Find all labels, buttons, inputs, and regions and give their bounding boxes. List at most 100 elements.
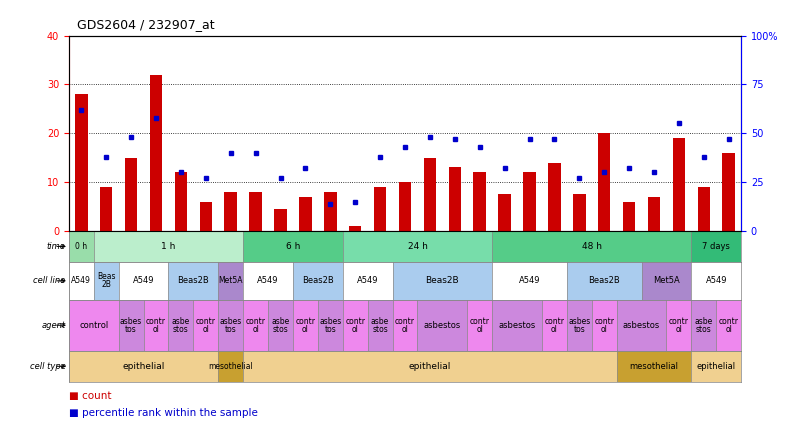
Bar bbox=[168, 300, 194, 351]
Text: asbes
tos: asbes tos bbox=[319, 317, 342, 334]
Text: contr
ol: contr ol bbox=[146, 317, 166, 334]
Text: contr
ol: contr ol bbox=[544, 317, 565, 334]
Bar bbox=[692, 262, 741, 300]
Text: asbestos: asbestos bbox=[424, 321, 461, 330]
Bar bbox=[224, 192, 237, 231]
Text: Met5A: Met5A bbox=[219, 276, 243, 285]
Bar bbox=[218, 300, 243, 351]
Text: 24 h: 24 h bbox=[407, 242, 428, 251]
Text: asbestos: asbestos bbox=[623, 321, 660, 330]
Text: A549: A549 bbox=[71, 276, 92, 285]
Text: contr
ol: contr ol bbox=[395, 317, 415, 334]
Text: epithelial: epithelial bbox=[122, 362, 164, 371]
Bar bbox=[175, 172, 187, 231]
Bar bbox=[249, 192, 262, 231]
Bar bbox=[399, 182, 411, 231]
Text: asbe
stos: asbe stos bbox=[271, 317, 290, 334]
Bar bbox=[293, 262, 343, 300]
Bar bbox=[723, 153, 735, 231]
Text: A549: A549 bbox=[357, 276, 378, 285]
Bar bbox=[667, 300, 692, 351]
Bar bbox=[642, 262, 692, 300]
Text: ■ percentile rank within the sample: ■ percentile rank within the sample bbox=[69, 408, 258, 419]
Text: asbes
tos: asbes tos bbox=[568, 317, 590, 334]
Text: asbes
tos: asbes tos bbox=[220, 317, 242, 334]
Bar bbox=[393, 300, 417, 351]
Bar bbox=[324, 192, 336, 231]
Text: contr
ol: contr ol bbox=[718, 317, 739, 334]
Text: Beas2B: Beas2B bbox=[425, 276, 459, 285]
Bar bbox=[218, 262, 243, 300]
Bar bbox=[474, 172, 486, 231]
Bar bbox=[692, 351, 741, 382]
Bar bbox=[424, 158, 436, 231]
Text: asbe
stos: asbe stos bbox=[172, 317, 190, 334]
Text: Met5A: Met5A bbox=[653, 276, 680, 285]
Bar bbox=[75, 94, 87, 231]
Text: asbes
tos: asbes tos bbox=[120, 317, 143, 334]
Text: asbe
stos: asbe stos bbox=[371, 317, 390, 334]
Text: 6 h: 6 h bbox=[286, 242, 301, 251]
Bar bbox=[498, 194, 511, 231]
Bar bbox=[523, 172, 535, 231]
Bar bbox=[417, 300, 467, 351]
Text: contr
ol: contr ol bbox=[595, 317, 614, 334]
Bar bbox=[299, 197, 312, 231]
Text: agent: agent bbox=[41, 321, 66, 330]
Bar bbox=[343, 231, 492, 262]
Bar bbox=[567, 262, 642, 300]
Bar bbox=[268, 300, 293, 351]
Bar bbox=[69, 262, 94, 300]
Text: contr
ol: contr ol bbox=[196, 317, 215, 334]
Bar bbox=[467, 300, 492, 351]
Bar bbox=[143, 300, 168, 351]
Bar bbox=[349, 226, 361, 231]
Text: 7 days: 7 days bbox=[702, 242, 730, 251]
Bar bbox=[492, 231, 692, 262]
Text: contr
ol: contr ol bbox=[470, 317, 490, 334]
Text: mesothelial: mesothelial bbox=[629, 362, 679, 371]
Text: epithelial: epithelial bbox=[409, 362, 451, 371]
Bar bbox=[118, 300, 143, 351]
Bar bbox=[199, 202, 212, 231]
Bar bbox=[393, 262, 492, 300]
Text: contr
ol: contr ol bbox=[245, 317, 266, 334]
Bar bbox=[492, 262, 567, 300]
Text: 48 h: 48 h bbox=[582, 242, 602, 251]
Text: Beas2B: Beas2B bbox=[177, 276, 209, 285]
Bar bbox=[69, 231, 94, 262]
Bar bbox=[150, 75, 162, 231]
Bar bbox=[275, 209, 287, 231]
Bar bbox=[69, 351, 218, 382]
Bar bbox=[592, 300, 616, 351]
Bar bbox=[449, 167, 461, 231]
Text: Beas
2B: Beas 2B bbox=[97, 272, 116, 289]
Bar bbox=[374, 187, 386, 231]
Bar bbox=[243, 300, 268, 351]
Bar bbox=[623, 202, 635, 231]
Bar bbox=[343, 262, 393, 300]
Bar bbox=[293, 300, 318, 351]
Text: ■ count: ■ count bbox=[69, 391, 111, 401]
Bar bbox=[697, 187, 710, 231]
Bar bbox=[692, 231, 741, 262]
Text: asbestos: asbestos bbox=[498, 321, 535, 330]
Text: A549: A549 bbox=[258, 276, 279, 285]
Text: 0 h: 0 h bbox=[75, 242, 87, 251]
Text: A549: A549 bbox=[706, 276, 727, 285]
Text: asbe
stos: asbe stos bbox=[695, 317, 713, 334]
Bar bbox=[118, 262, 168, 300]
Bar bbox=[492, 300, 542, 351]
Text: Beas2B: Beas2B bbox=[302, 276, 334, 285]
Text: cell type: cell type bbox=[30, 362, 66, 371]
Bar bbox=[672, 138, 685, 231]
Bar bbox=[100, 187, 113, 231]
Bar bbox=[598, 133, 611, 231]
Bar bbox=[692, 300, 716, 351]
Bar bbox=[716, 300, 741, 351]
Text: mesothelial: mesothelial bbox=[208, 362, 253, 371]
Text: contr
ol: contr ol bbox=[345, 317, 365, 334]
Bar bbox=[343, 300, 368, 351]
Bar bbox=[125, 158, 138, 231]
Bar bbox=[243, 231, 343, 262]
